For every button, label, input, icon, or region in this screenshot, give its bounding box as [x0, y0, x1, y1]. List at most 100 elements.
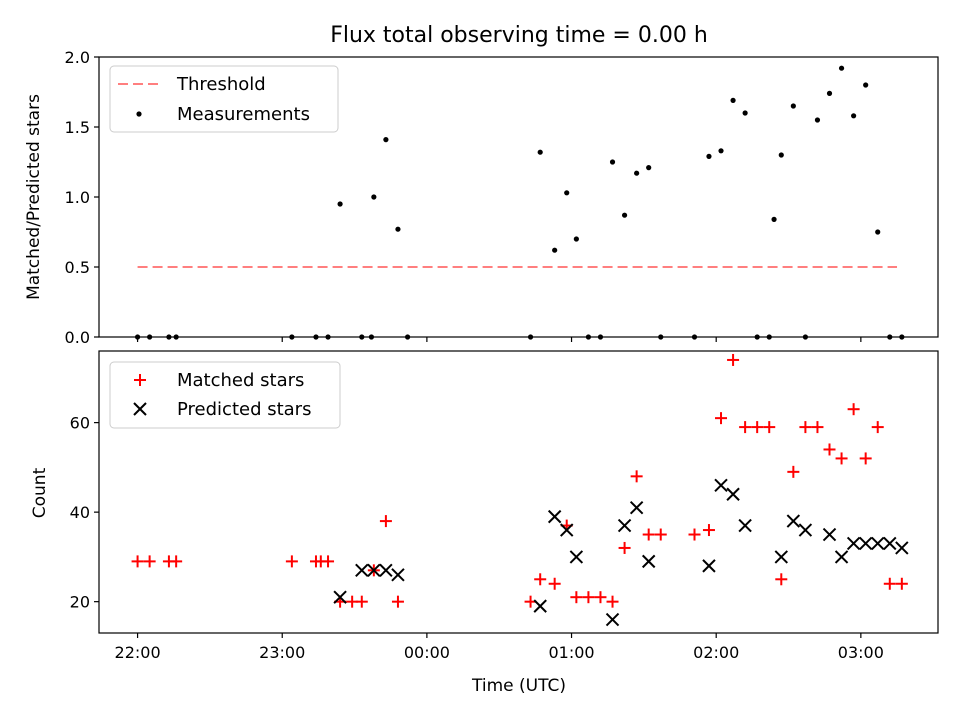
bottom-y-tick-label: 40: [70, 503, 90, 522]
top-y-tick-label: 1.5: [65, 118, 90, 137]
x-tick-label: 02:00: [693, 643, 739, 662]
measurement-point: [863, 82, 869, 88]
measurement-point: [826, 90, 833, 96]
measurement-point: [742, 110, 748, 116]
predicted-stars-points: [333, 478, 909, 627]
predicted-star-point: [895, 541, 909, 555]
measurement-point: [404, 334, 411, 340]
matched-star-point: [688, 528, 701, 541]
matched-star-point: [322, 555, 335, 568]
measurement-point: [706, 153, 712, 159]
measurement-point: [395, 226, 401, 232]
measurement-point: [573, 236, 579, 242]
predicted-star-point: [883, 536, 897, 551]
matched-star-point: [534, 573, 547, 586]
top-axes: 0.00.51.01.52.0 Matched/Predicted stars …: [24, 48, 939, 347]
bottom-y-tick-label: 60: [70, 414, 90, 433]
predicted-star-point: [333, 590, 347, 604]
x-tick-label: 01:00: [548, 643, 594, 662]
top-y-tick-label: 1.0: [65, 188, 90, 207]
measurement-point: [371, 194, 377, 200]
measurement-point: [313, 334, 319, 340]
measurement-point: [899, 334, 905, 340]
measurement-point: [838, 65, 845, 71]
predicted-star-point: [714, 478, 728, 492]
bottom-axes-frame: [98, 350, 939, 634]
measurement-point: [802, 334, 808, 340]
top-legend: Threshold Measurements: [109, 65, 339, 133]
matched-star-point: [606, 595, 619, 608]
measurement-point: [166, 334, 172, 340]
legend-matched-label: Matched stars: [177, 370, 304, 391]
matched-star-point: [823, 443, 836, 456]
predicted-star-point: [738, 518, 752, 533]
predicted-star-point: [533, 599, 547, 613]
matched-star-point: [751, 421, 764, 434]
matched-star-point: [582, 591, 595, 604]
bottom-y-tick-label: 20: [70, 593, 90, 612]
measurement-point: [359, 334, 365, 340]
bottom-y-ticks: 20 40 60: [70, 414, 99, 612]
matched-star-point: [871, 421, 884, 434]
bottom-legend: Matched stars Predicted stars: [109, 361, 341, 429]
top-y-tick-label: 0.0: [65, 328, 90, 347]
measurement-point: [289, 334, 295, 340]
measurement-point: [814, 117, 821, 123]
legend-predicted-label: Predicted stars: [177, 399, 311, 420]
matched-star-point: [739, 421, 752, 434]
measurement-point: [754, 334, 760, 340]
matched-star-point: [799, 421, 812, 434]
matched-star-point: [285, 555, 298, 568]
measurement-point: [173, 334, 179, 340]
measurement-point: [778, 152, 784, 158]
chart-title: Flux total observing time = 0.00 h: [330, 23, 708, 48]
matched-star-point: [859, 452, 872, 465]
predicted-star-point: [629, 500, 644, 515]
predicted-star-point: [355, 563, 369, 578]
bottom-legend-box: [109, 361, 341, 429]
measurement-point: [597, 334, 604, 340]
top-y-axis-label: Matched/Predicted stars: [24, 94, 44, 300]
predicted-star-point: [569, 550, 584, 564]
matched-star-point: [775, 573, 788, 586]
matched-star-point: [131, 555, 144, 568]
predicted-star-point: [834, 550, 849, 564]
matched-star-point: [702, 524, 715, 537]
matched-star-point: [727, 353, 740, 366]
measurement-point: [337, 201, 343, 207]
predicted-star-point: [786, 514, 801, 528]
matched-star-point: [787, 465, 800, 478]
measurement-point: [691, 334, 698, 340]
matched-star-point: [143, 555, 156, 568]
matched-star-point: [811, 421, 824, 434]
legend-measurements-swatch: [136, 111, 142, 117]
measurement-point: [887, 334, 893, 340]
bottom-x-ticks: 22:00 23:00 00:00 01:00 02:00 03:00: [115, 633, 884, 662]
measurement-point: [875, 229, 881, 235]
measurement-point: [537, 149, 543, 155]
matched-stars-points: [131, 353, 908, 608]
measurement-point: [134, 334, 141, 340]
measurement-point: [790, 103, 796, 109]
measurement-point: [766, 334, 772, 340]
top-y-tick-label: 2.0: [65, 48, 90, 67]
predicted-star-point: [822, 527, 837, 542]
matched-star-point: [835, 452, 848, 465]
predicted-star-point: [774, 550, 788, 564]
x-tick-label: 23:00: [259, 643, 305, 662]
matched-star-point: [654, 528, 667, 541]
measurement-point: [771, 216, 777, 222]
measurement-point: [383, 137, 389, 143]
predicted-star-point: [871, 536, 885, 551]
predicted-star-point: [617, 518, 632, 533]
measurement-point: [564, 190, 570, 196]
matched-star-point: [548, 577, 561, 590]
legend-threshold-label: Threshold: [176, 74, 266, 95]
measurement-point: [609, 159, 616, 165]
matched-star-point: [379, 515, 392, 528]
predicted-star-point: [547, 509, 562, 524]
predicted-star-point: [858, 536, 873, 551]
predicted-star-point: [605, 612, 620, 627]
measurement-point: [147, 334, 153, 340]
